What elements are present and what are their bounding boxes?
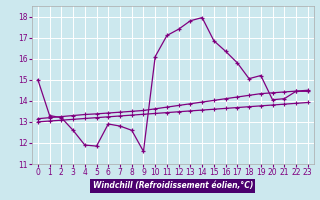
X-axis label: Windchill (Refroidissement éolien,°C): Windchill (Refroidissement éolien,°C) [92,181,253,190]
